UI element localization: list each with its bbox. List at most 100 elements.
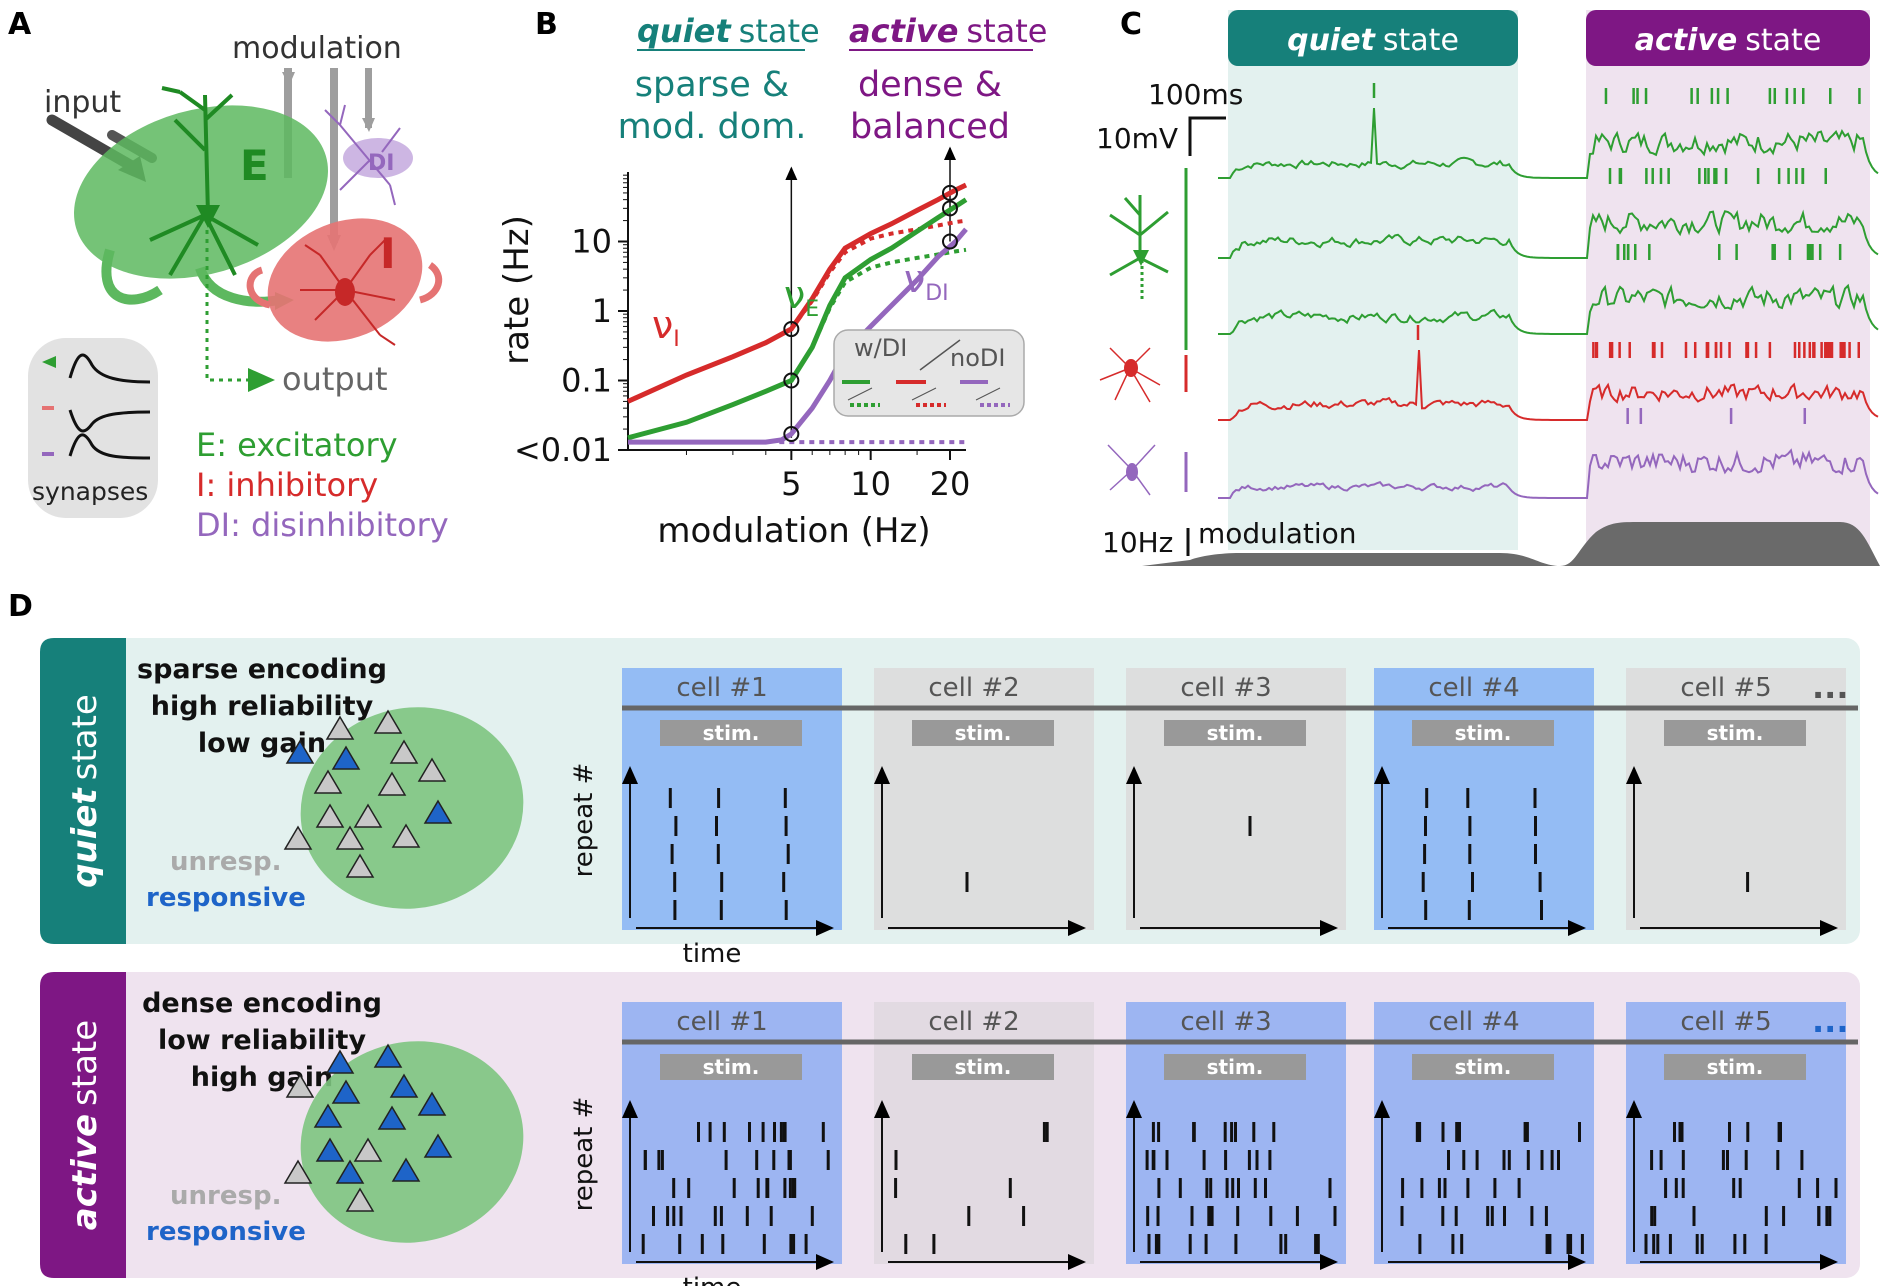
i-recurrent [418,262,443,304]
quiet-word: quiet [1287,23,1376,58]
stim-bar [912,720,1054,746]
di-cell-soma [1126,463,1138,481]
panel-d: D quiet state sparse encoding high reliabil… [8,589,1860,1286]
responsive-neuron [391,1157,421,1182]
series-label-symbol: ν [784,273,805,317]
responsive-neuron [331,1079,361,1104]
y-axis-label: rate (Hz) [497,215,537,365]
unresponsive-neuron [315,803,345,828]
population-ellipse [300,707,524,909]
operating-point-marker [942,184,959,201]
legend-excitatory: E: excitatory [196,426,398,464]
unresponsive-neuron [373,709,403,734]
legend-disinhibitory: DI: disinhibitory [196,506,449,544]
state-side-italic: active [65,1114,105,1230]
di-neuron-icon [324,104,401,206]
x-tick-label: 5 [781,465,801,503]
cell-panel [1626,668,1846,930]
scale-hz-label: 10Hz [1102,526,1173,559]
stim-bar [1164,1054,1306,1080]
active-state-row: active state dense encoding low reliability… [40,972,1860,1286]
state-side-rest: state [65,694,105,780]
membrane-trace [1218,283,1879,335]
e-neuron-icon [149,86,259,277]
encoding-property: high reliability [151,691,374,722]
encoding-property: high gain [191,1062,333,1093]
responsive-neuron [423,799,453,824]
di-population [343,138,413,178]
series-label-symbol: ν [652,303,673,347]
unresponsive-neuron [283,825,313,850]
stim-bar [912,1054,1054,1080]
state-side-tab [40,972,126,1278]
quiet-desc-line1: sparse & [635,65,789,105]
membrane-trace [1218,209,1879,259]
stim-label: stim. [1207,1055,1264,1079]
legend-slash [847,387,873,401]
quiet-shade [1228,10,1518,550]
unresponsive-neuron [417,757,447,782]
active-word: active [1635,23,1738,58]
i-neuron-icon [300,239,396,346]
panel-c: C quiet state active state 100ms 10mV 10Hz… [1096,7,1880,566]
modulation-terminal [362,118,375,132]
y-tick-label: 1 [592,292,612,330]
stim-bar [660,720,802,746]
responsive-neuron [285,739,315,764]
input-label: input [44,85,121,120]
stim-bar [1412,720,1554,746]
responsive-neuron [325,1049,355,1074]
legend-slash [911,387,937,401]
stim-label: stim. [955,1055,1012,1079]
stim-label: stim. [1707,1055,1764,1079]
cell-panel [1374,668,1594,930]
e-cell-soma [1133,250,1149,266]
series-label-subscript: I [673,327,680,352]
stim-label: stim. [1207,721,1264,745]
unresponsive-neuron [313,769,343,794]
i-cell-icon [1099,347,1161,403]
active-header-text: active state [1635,23,1822,58]
membrane-trace [1218,448,1879,499]
panel-a: A modulation input E output [8,7,449,544]
unresponsive-neuron [389,739,419,764]
series-line [627,247,967,440]
active-desc-line1: dense & [858,65,1002,105]
cell-label: cell #5 [1680,1007,1771,1037]
i-cell-soma [1124,359,1138,377]
di-label: DI [368,151,394,176]
quiet-header-text: quiet state [1287,23,1459,58]
modulation-trace [1142,522,1880,566]
responsive-label: responsive [146,1217,306,1247]
cell-panel [1374,1002,1594,1264]
inhibitory-synapse-icon [42,406,54,410]
state-side-tab [40,638,126,944]
membrane-trace [1218,349,1879,421]
stim-label: stim. [1455,721,1512,745]
panel-d-label: D [8,589,33,624]
line-style-legend [833,329,1025,417]
legend-nodi: noDI [950,344,1005,372]
cell-label: cell #1 [676,673,767,703]
modulation-terminal [282,72,295,86]
ellipsis: ... [1812,668,1848,706]
state-side-label: active state [65,1020,105,1230]
state-side-label: quiet state [65,694,105,888]
responsive-neuron [315,1137,345,1162]
modulation-label: modulation [232,31,402,66]
state-side-italic: quiet [65,787,105,888]
operating-point-marker [942,233,959,250]
e-cell-icon [1109,195,1169,300]
quiet-state-row: quiet state sparse encoding high reliabilit… [40,638,1860,969]
quiet-state-title: quiet state [637,12,820,50]
unresponsive-neuron [391,823,421,848]
operating-point-marker [783,425,800,442]
x-tick-label: 20 [930,465,971,503]
cell-label: cell #4 [1428,1007,1519,1037]
responsive-neuron [335,1159,365,1184]
state-word: state [1383,23,1459,58]
legend-wdi: w/DI [854,334,907,362]
responsive-neuron [389,1073,419,1098]
encoding-property: sparse encoding [137,654,387,685]
